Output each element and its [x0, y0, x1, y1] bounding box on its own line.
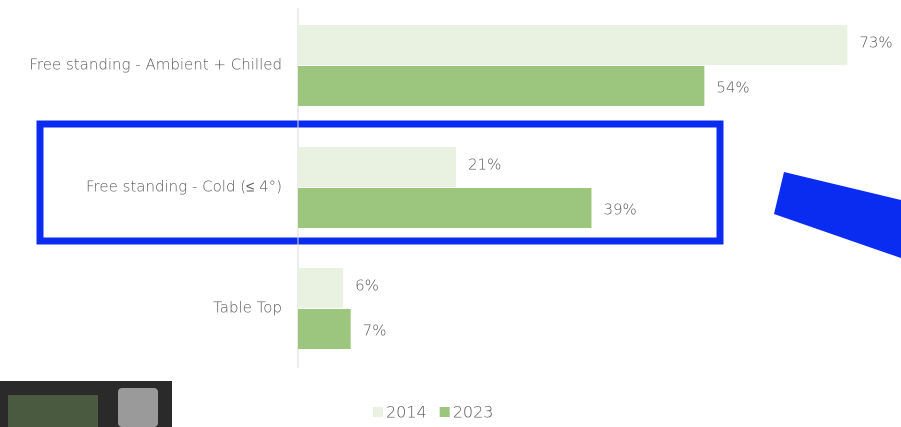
value-label: 39% [603, 201, 636, 219]
value-label: 54% [716, 79, 749, 97]
bar [298, 25, 848, 65]
bar [298, 188, 592, 228]
value-label: 73% [859, 34, 892, 52]
category-label: Table Top [213, 299, 282, 317]
legend-label: 2023 [453, 403, 494, 422]
legend-label: 2014 [386, 403, 427, 422]
legend-swatch [373, 407, 383, 417]
category-label: Free standing - Cold (≤ 4°) [86, 178, 282, 196]
bar [298, 147, 457, 187]
legend-swatch [439, 407, 450, 417]
bar [298, 309, 351, 349]
value-label: 6% [355, 277, 379, 295]
bar [298, 268, 344, 308]
category-label: Free standing - Ambient + Chilled [29, 56, 282, 74]
photo-detail [118, 388, 158, 427]
bar [298, 66, 705, 106]
photo-detail [8, 395, 98, 427]
value-label: 7% [363, 322, 387, 340]
value-label: 21% [468, 156, 501, 174]
highlight-box [36, 120, 724, 245]
highlight-arrow [774, 172, 901, 258]
